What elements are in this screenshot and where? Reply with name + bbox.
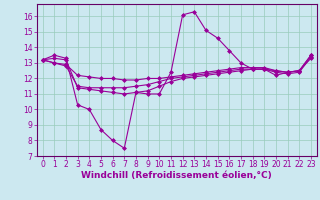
X-axis label: Windchill (Refroidissement éolien,°C): Windchill (Refroidissement éolien,°C) bbox=[81, 171, 272, 180]
